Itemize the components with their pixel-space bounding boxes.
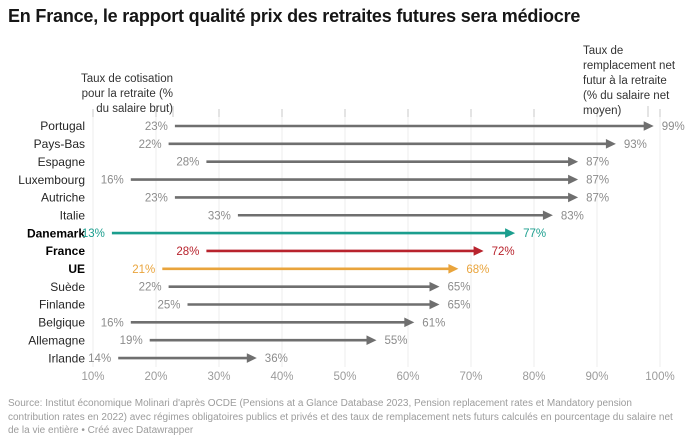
- arrow-head-icon: [429, 281, 440, 292]
- row-end-value: 87%: [586, 175, 609, 187]
- row-start-value: 28%: [176, 157, 199, 169]
- arrow-head-icon: [448, 264, 459, 274]
- row-country-label: Italie: [60, 208, 86, 222]
- x-axis-tick-label: 20%: [144, 371, 167, 383]
- row-start-value: 25%: [157, 300, 180, 312]
- source-footer: Source: Institut économique Molinari d'a…: [8, 398, 673, 436]
- arrow-head-icon: [246, 353, 257, 363]
- row-country-label: Luxembourg: [18, 173, 85, 187]
- row-country-label: Espagne: [38, 155, 86, 169]
- row-country-label: UE: [68, 262, 85, 276]
- annotation-right-line: remplacement net: [583, 60, 676, 72]
- row-start-value: 16%: [101, 175, 124, 187]
- row-start-value: 22%: [139, 282, 162, 294]
- annotation-left-line: du salaire brut): [96, 103, 173, 115]
- row-country-label: Irlande: [48, 351, 85, 365]
- row-end-value: 77%: [523, 228, 546, 240]
- arrow-head-icon: [542, 210, 553, 221]
- annotation-right-line: (% du salaire net: [583, 90, 670, 102]
- row-country-label: Portugal: [40, 119, 85, 133]
- x-axis-tick-label: 90%: [585, 371, 608, 383]
- x-axis-tick-label: 100%: [645, 371, 674, 383]
- arrow-chart: 10% 20% 30% 40% 50% 60% 70% 80% 90% 100% Taux de c…: [18, 45, 685, 383]
- row-start-value: 23%: [145, 192, 168, 204]
- row-country-label: Suède: [50, 280, 85, 294]
- row-end-value: 93%: [624, 139, 647, 151]
- arrow-head-icon: [473, 246, 484, 256]
- row-end-value: 99%: [662, 121, 685, 133]
- row-country-label: Allemagne: [28, 333, 85, 347]
- row-country-label: France: [46, 244, 86, 258]
- arrow-head-icon: [643, 121, 654, 131]
- arrow-head-icon: [429, 299, 440, 310]
- x-axis-tick-label: 60%: [396, 371, 419, 383]
- arrow-head-icon: [568, 192, 579, 203]
- annotation-right-line: futur à la retraite: [583, 75, 667, 87]
- annotation-left-line: pour la retraite (%: [82, 88, 173, 100]
- annotation-right-line: moyen): [583, 105, 622, 117]
- row-end-value: 65%: [448, 300, 471, 312]
- row-start-value: 19%: [120, 335, 143, 347]
- row-start-value: 14%: [88, 353, 111, 365]
- row-country-label: Danemark: [27, 226, 85, 240]
- arrow-head-icon: [404, 317, 415, 328]
- row-end-value: 36%: [265, 353, 288, 365]
- row-start-value: 33%: [208, 210, 231, 222]
- row-end-value: 87%: [586, 157, 609, 169]
- x-axis-tick-label: 70%: [459, 371, 482, 383]
- arrow-head-icon: [366, 335, 377, 345]
- row-start-value: 22%: [139, 139, 162, 151]
- x-axis-tick-label: 10%: [81, 371, 104, 383]
- row-start-value: 16%: [101, 317, 124, 329]
- row-end-value: 61%: [422, 317, 445, 329]
- x-axis-tick-label: 50%: [333, 371, 356, 383]
- annotation-right-line: Taux de: [583, 45, 623, 57]
- row-country-label: Autriche: [41, 191, 85, 205]
- x-axis-tick-label: 80%: [522, 371, 545, 383]
- row-end-value: 87%: [586, 192, 609, 204]
- row-start-value: 21%: [132, 264, 155, 276]
- x-axis-tick-label: 40%: [270, 371, 293, 383]
- row-start-value: 13%: [82, 228, 105, 240]
- row-end-value: 72%: [492, 246, 515, 258]
- row-start-value: 28%: [176, 246, 199, 258]
- x-axis-tick-label: 30%: [207, 371, 230, 383]
- row-country-label: Belgique: [38, 316, 85, 330]
- arrow-head-icon: [505, 228, 516, 238]
- row-end-value: 83%: [561, 210, 584, 222]
- row-end-value: 55%: [385, 335, 408, 347]
- row-start-value: 23%: [145, 121, 168, 133]
- arrow-head-icon: [605, 139, 616, 149]
- row-country-label: Pays-Bas: [34, 137, 85, 151]
- row-country-label: Finlande: [39, 298, 85, 312]
- arrow-head-icon: [568, 156, 579, 167]
- row-end-value: 65%: [448, 282, 471, 294]
- chart-title: En France, le rapport qualité prix des r…: [8, 6, 581, 26]
- annotation-left-line: Taux de cotisation: [81, 73, 173, 85]
- row-end-value: 68%: [466, 264, 489, 276]
- arrow-head-icon: [568, 174, 579, 185]
